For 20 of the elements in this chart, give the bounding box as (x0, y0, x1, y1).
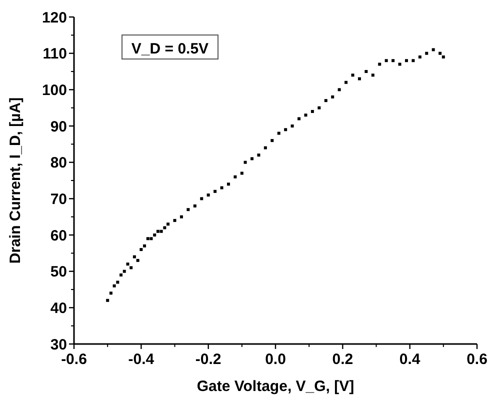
x-tick-label: -0.6 (61, 351, 87, 368)
annotation: V_D = 0.5V (131, 40, 209, 58)
x-tick-label: 0.0 (265, 351, 286, 368)
y-tick-label: 40 (50, 300, 67, 317)
x-tick-label: 0.6 (466, 351, 488, 368)
y-tick-label: 50 (50, 264, 67, 281)
y-tick-label: 80 (50, 154, 67, 172)
x-axis-title: Gate Voltage, V_G, [V] (196, 378, 354, 395)
y-tick-label: 90 (50, 118, 67, 136)
y-tick-label: 60 (50, 227, 67, 244)
x-tick-label: -0.4 (128, 351, 155, 368)
y-axis-title: Drain Current, I_D, [µA] (7, 97, 24, 264)
y-tick-label: 30 (50, 336, 67, 354)
x-tick-label: 0.2 (332, 351, 354, 368)
x-tick-label: 0.4 (399, 351, 421, 368)
y-tick-label: 120 (42, 9, 67, 26)
y-tick-label: 110 (42, 46, 67, 63)
y-tick-label: 70 (50, 190, 67, 208)
x-tick-label: -0.2 (195, 351, 222, 368)
y-tick-label: 100 (42, 82, 67, 99)
